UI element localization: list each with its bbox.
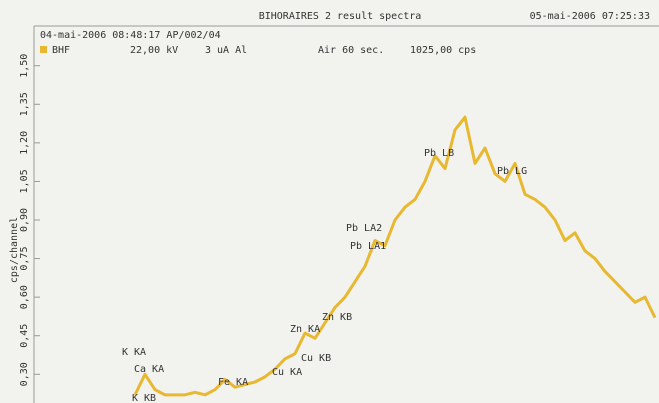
peak-label: K KA xyxy=(122,347,146,358)
sample: 04-mai-2006 08:48:17 AP/002/04 xyxy=(40,30,221,41)
peak-label: Zn KA xyxy=(290,324,320,335)
y-axis-label: cps/channel xyxy=(9,217,20,283)
chart-title: BIHORAIRES 2 result spectra xyxy=(259,11,422,22)
legend-swatch xyxy=(40,46,47,53)
condition: 1025,00 cps xyxy=(410,45,476,56)
peak-label: Fe KA xyxy=(218,377,248,388)
y-tick-label: 0,60 xyxy=(19,285,30,309)
peak-label: Zn KB xyxy=(322,312,352,323)
legend-label: BHF xyxy=(52,45,70,56)
y-tick-label: 0,90 xyxy=(19,208,30,232)
y-tick-label: 1,50 xyxy=(19,54,30,78)
y-tick-label: 0,75 xyxy=(19,247,30,271)
peak-label: Cu KA xyxy=(272,367,302,378)
y-tick-label: 1,20 xyxy=(19,131,30,155)
peak-label: Pb LB xyxy=(424,148,454,159)
peak-label: Ca KA xyxy=(134,364,164,375)
y-tick-label: 0,30 xyxy=(19,362,30,386)
y-tick-label: 1,05 xyxy=(19,169,30,193)
date: 05-mai-2006 07:25:33 xyxy=(530,11,650,22)
peak-label: Pb LA1 xyxy=(350,241,386,252)
peak-label: Cu KB xyxy=(301,353,331,364)
y-tick-label: 1,35 xyxy=(19,92,30,116)
peak-label: Pb LG xyxy=(497,166,527,177)
condition: 3 uA Al xyxy=(205,45,247,56)
y-tick-label: 0,45 xyxy=(19,324,30,348)
peak-label: K KB xyxy=(132,393,156,403)
condition: 22,00 kV xyxy=(130,45,178,56)
peak-label: Pb LA2 xyxy=(346,223,382,234)
condition: Air 60 sec. xyxy=(318,45,384,56)
spectrum xyxy=(133,115,657,397)
